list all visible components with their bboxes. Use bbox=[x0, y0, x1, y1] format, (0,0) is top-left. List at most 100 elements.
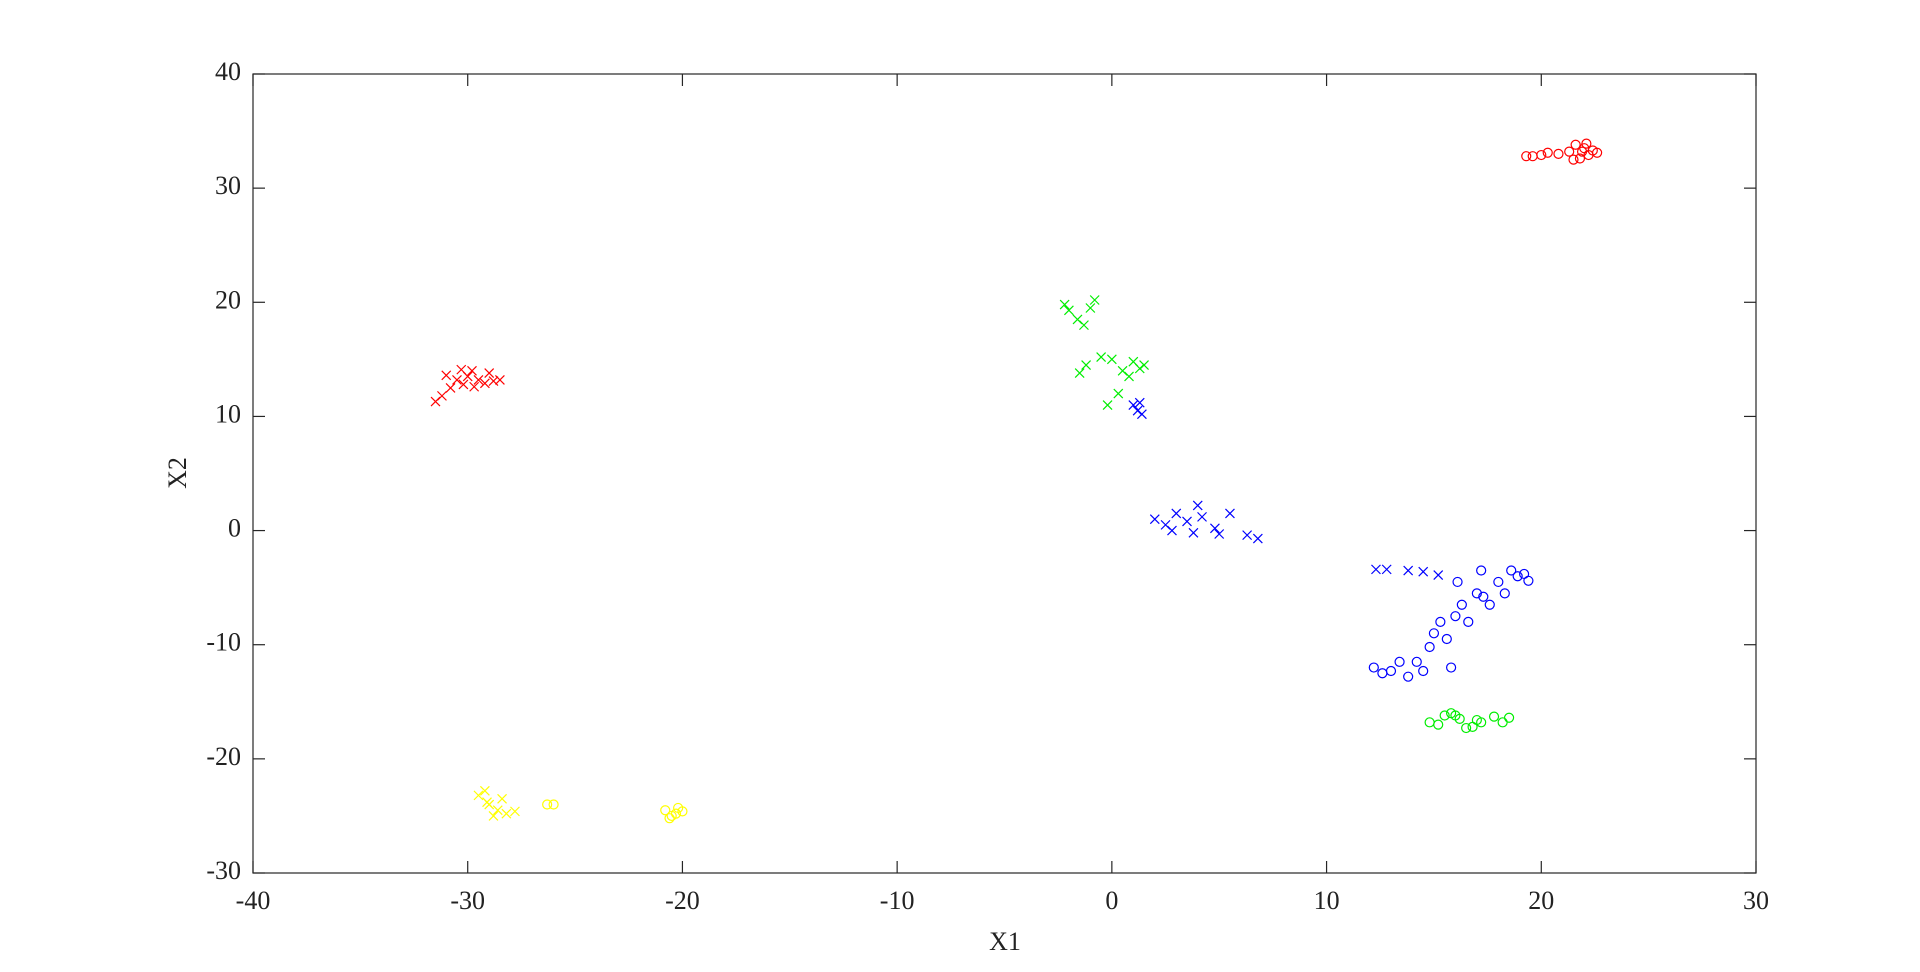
y-tick-label: -20 bbox=[206, 742, 241, 771]
point bbox=[482, 797, 492, 808]
point bbox=[1209, 523, 1220, 534]
x-axis-label: X1 bbox=[989, 927, 1021, 956]
point bbox=[1506, 565, 1517, 576]
y-tick-label: 30 bbox=[215, 171, 241, 200]
y-tick-label: -30 bbox=[206, 856, 241, 885]
point bbox=[1452, 576, 1463, 588]
point bbox=[1182, 516, 1192, 527]
point bbox=[1592, 147, 1603, 158]
point bbox=[1089, 295, 1100, 305]
point bbox=[1171, 508, 1182, 519]
y-tick-label: 20 bbox=[215, 285, 241, 314]
point bbox=[1484, 599, 1495, 610]
point bbox=[1461, 722, 1472, 734]
x-tick-label: 10 bbox=[1314, 886, 1340, 915]
point bbox=[1499, 588, 1510, 599]
point bbox=[1503, 712, 1515, 723]
point bbox=[1493, 576, 1504, 588]
point bbox=[1132, 405, 1143, 416]
x-tick-label: 30 bbox=[1743, 886, 1769, 915]
point bbox=[494, 374, 505, 385]
point bbox=[1553, 148, 1564, 159]
point bbox=[1576, 146, 1588, 157]
point bbox=[1446, 662, 1457, 673]
point bbox=[664, 813, 675, 824]
point bbox=[1439, 710, 1450, 721]
y-tick-label: 40 bbox=[215, 57, 241, 86]
point bbox=[1096, 352, 1107, 362]
point bbox=[1102, 400, 1113, 410]
point bbox=[1134, 363, 1145, 374]
point bbox=[1368, 662, 1379, 673]
point bbox=[452, 374, 462, 385]
point bbox=[1570, 139, 1581, 150]
point bbox=[1463, 616, 1474, 627]
point bbox=[1471, 588, 1482, 599]
point bbox=[1134, 397, 1145, 408]
point bbox=[1381, 564, 1392, 575]
point bbox=[488, 811, 499, 821]
point bbox=[1128, 400, 1139, 410]
point bbox=[1167, 525, 1177, 536]
point bbox=[479, 785, 490, 796]
point bbox=[1085, 303, 1096, 313]
point bbox=[1149, 514, 1160, 525]
point bbox=[1403, 671, 1414, 682]
point bbox=[1478, 591, 1489, 602]
point bbox=[1424, 641, 1435, 653]
point bbox=[473, 374, 484, 385]
point bbox=[458, 379, 469, 390]
point bbox=[1488, 711, 1500, 722]
x-tick-label: -40 bbox=[236, 886, 271, 915]
point bbox=[1081, 360, 1092, 370]
point bbox=[1418, 566, 1429, 577]
x-tick-label: -10 bbox=[880, 886, 915, 915]
point bbox=[1542, 147, 1553, 158]
point bbox=[1450, 710, 1461, 721]
point bbox=[1136, 409, 1147, 420]
point bbox=[1433, 570, 1444, 581]
point bbox=[445, 382, 456, 393]
point bbox=[1471, 714, 1482, 726]
point bbox=[484, 368, 495, 378]
point bbox=[456, 364, 467, 375]
point bbox=[1536, 149, 1547, 161]
point bbox=[1139, 360, 1149, 370]
point bbox=[1106, 354, 1117, 365]
point bbox=[497, 793, 507, 804]
y-tick-label: 10 bbox=[215, 399, 241, 428]
point bbox=[1574, 153, 1586, 164]
point bbox=[1214, 529, 1225, 539]
point bbox=[467, 365, 477, 376]
point bbox=[1441, 633, 1452, 645]
point bbox=[1242, 530, 1253, 541]
point bbox=[542, 799, 553, 810]
point bbox=[441, 370, 452, 381]
point bbox=[1411, 656, 1422, 667]
x-tick-label: -20 bbox=[665, 886, 700, 915]
point bbox=[1394, 656, 1405, 667]
point bbox=[1124, 371, 1134, 382]
point bbox=[1581, 138, 1592, 149]
point bbox=[1385, 665, 1397, 677]
point bbox=[501, 808, 512, 819]
point bbox=[1225, 508, 1235, 519]
point bbox=[1456, 599, 1467, 610]
y-tick-label: -10 bbox=[206, 628, 241, 657]
point bbox=[1371, 564, 1381, 575]
point bbox=[1450, 611, 1461, 622]
x-tick-label: 0 bbox=[1105, 886, 1118, 915]
point bbox=[1197, 511, 1207, 522]
point bbox=[1252, 533, 1263, 544]
x-tick-label: -30 bbox=[450, 886, 485, 915]
point bbox=[673, 802, 684, 814]
point bbox=[479, 378, 490, 389]
point bbox=[1523, 575, 1534, 586]
point bbox=[1568, 154, 1579, 165]
point bbox=[1418, 665, 1429, 677]
point bbox=[1192, 500, 1203, 511]
point bbox=[1188, 527, 1199, 538]
point bbox=[473, 790, 484, 801]
